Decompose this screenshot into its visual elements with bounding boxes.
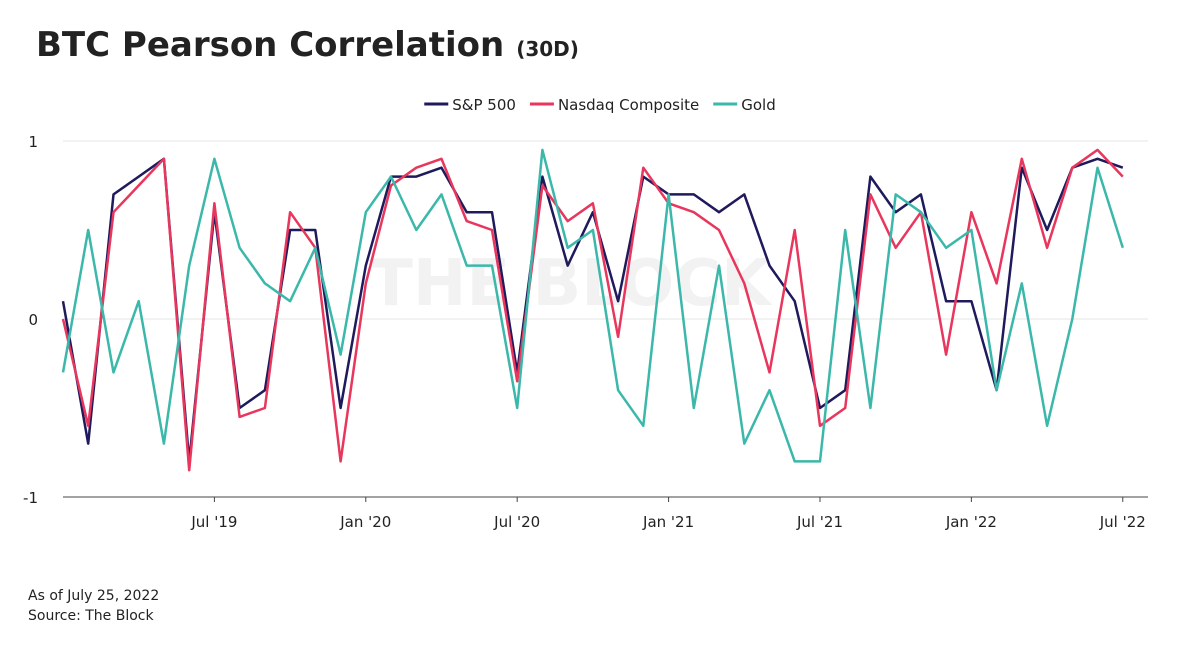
x-tick-label: Jul '19 bbox=[190, 513, 237, 531]
legend-label: S&P 500 bbox=[452, 96, 516, 114]
series-line bbox=[61, 148, 1124, 463]
footnote: Source: The Block bbox=[28, 608, 154, 624]
y-tick-label: -1 bbox=[23, 489, 38, 507]
legend: S&P 500 Nasdaq Composite Gold bbox=[424, 96, 776, 114]
x-tick-label: Jan '22 bbox=[945, 513, 997, 531]
series-line bbox=[61, 148, 1124, 472]
x-tick-label: Jan '20 bbox=[339, 513, 391, 531]
y-tick-label: 1 bbox=[28, 133, 38, 151]
x-tick-label: Jul '21 bbox=[796, 513, 843, 531]
x-tick-label: Jul '20 bbox=[493, 513, 540, 531]
legend-label: Nasdaq Composite bbox=[558, 96, 699, 114]
chart-title: BTC Pearson Correlation bbox=[36, 25, 504, 65]
y-tick-label: 0 bbox=[28, 311, 38, 329]
x-tick-label: Jul '22 bbox=[1099, 513, 1146, 531]
title-note: (30D) bbox=[516, 37, 579, 61]
x-tick-label: Jan '21 bbox=[642, 513, 694, 531]
legend-label: Gold bbox=[741, 96, 776, 114]
footnote: As of July 25, 2022 bbox=[28, 588, 159, 604]
